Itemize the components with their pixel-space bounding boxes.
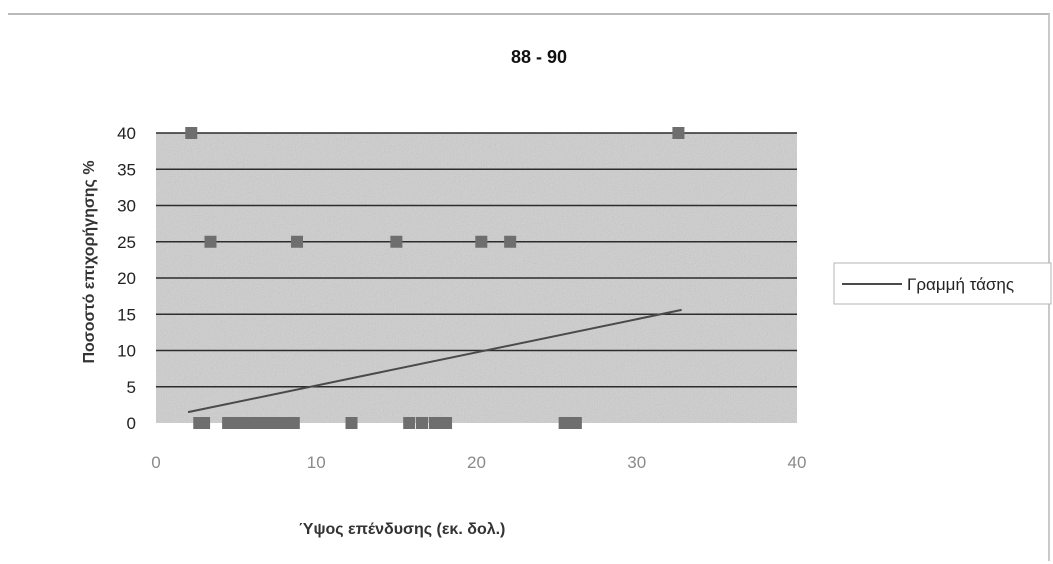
data-point bbox=[255, 417, 268, 429]
x-tick-labels: 0 10 20 30 40 bbox=[151, 453, 806, 472]
x-axis-title: Ύψος επένδυσης (εκ. δολ.) bbox=[299, 521, 506, 538]
x-tick-label: 20 bbox=[467, 453, 486, 472]
y-tick-label: 30 bbox=[117, 197, 136, 216]
trendline-layer bbox=[187, 308, 682, 414]
y-tick-label: 25 bbox=[117, 233, 136, 252]
data-point bbox=[390, 235, 403, 248]
y-tick-label: 5 bbox=[127, 378, 136, 397]
data-point bbox=[428, 417, 441, 429]
y-tick-label: 15 bbox=[117, 305, 136, 324]
data-point bbox=[244, 417, 257, 429]
data-point bbox=[558, 417, 571, 429]
data-point bbox=[185, 127, 198, 139]
trendline bbox=[187, 308, 682, 414]
legend: Γραμμή τάσης bbox=[833, 262, 1052, 305]
data-point bbox=[287, 417, 300, 429]
y-tick-labels: 0 5 10 15 20 25 30 35 40 bbox=[117, 124, 136, 433]
x-tick-label: 0 bbox=[151, 453, 160, 472]
scatter-markers bbox=[185, 127, 685, 429]
data-point bbox=[198, 417, 211, 429]
y-tick-label: 20 bbox=[117, 269, 136, 288]
legend-item-trendline: Γραμμή τάσης bbox=[907, 275, 1014, 294]
data-point bbox=[403, 417, 416, 429]
data-point bbox=[416, 417, 429, 429]
x-tick-label: 10 bbox=[307, 453, 326, 472]
data-point bbox=[345, 417, 358, 429]
data-point bbox=[204, 235, 217, 248]
data-point bbox=[278, 417, 291, 429]
data-point bbox=[475, 235, 488, 248]
data-point bbox=[291, 235, 304, 248]
y-tick-label: 10 bbox=[117, 342, 136, 361]
y-axis-title: Ποσοστό επιχορήγησης % bbox=[81, 160, 98, 363]
data-point bbox=[569, 417, 582, 429]
data-point bbox=[222, 417, 235, 429]
data-point bbox=[440, 417, 453, 429]
chart-title: 88 - 90 bbox=[511, 47, 567, 67]
y-tick-label: 35 bbox=[117, 160, 136, 179]
data-point bbox=[504, 235, 517, 248]
x-tick-label: 30 bbox=[627, 453, 646, 472]
data-point bbox=[266, 417, 279, 429]
data-point bbox=[672, 127, 685, 139]
y-tick-label: 0 bbox=[127, 414, 136, 433]
y-tick-label: 40 bbox=[117, 124, 136, 143]
x-tick-label: 40 bbox=[788, 453, 807, 472]
data-point bbox=[233, 417, 246, 429]
